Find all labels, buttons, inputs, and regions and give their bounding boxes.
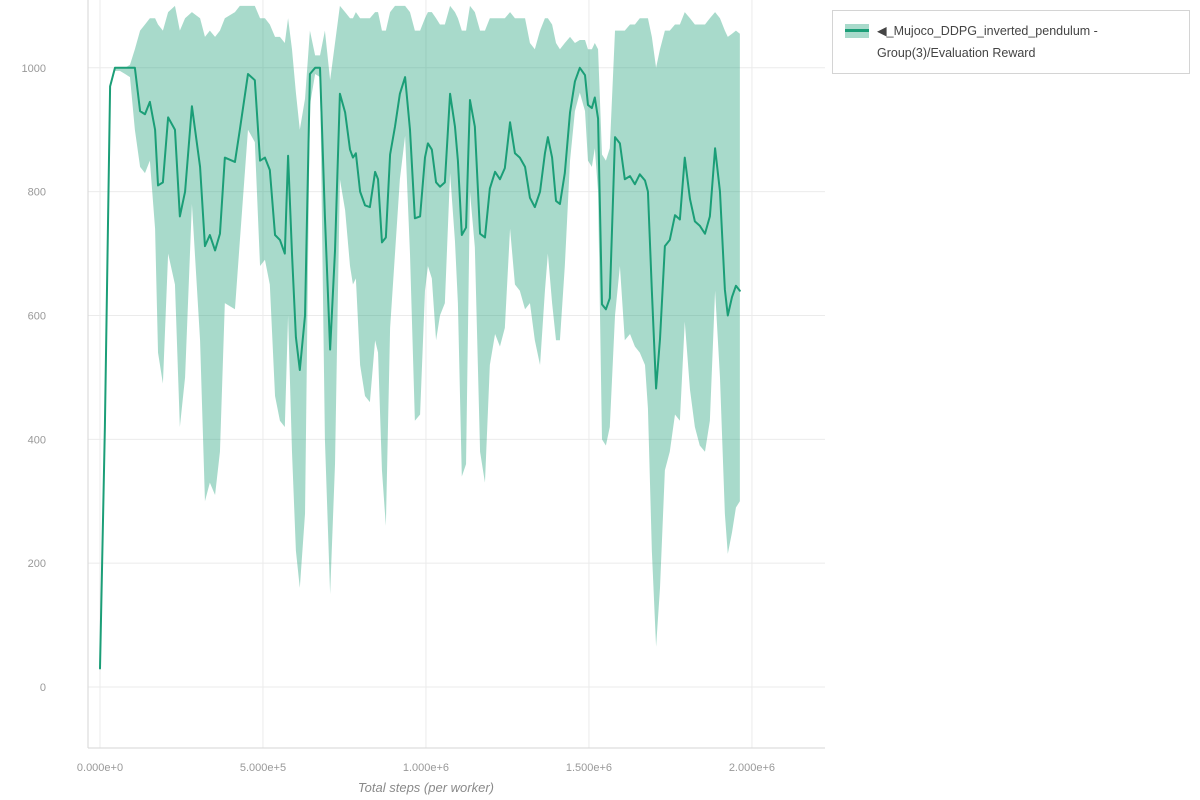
y-tick-label: 600: [28, 310, 46, 322]
x-tick-label: 5.000e+5: [240, 762, 286, 774]
y-tick-label: 0: [40, 682, 46, 694]
y-tick-label: 200: [28, 558, 46, 570]
mean-line: [98, 66, 741, 670]
x-tick-label: 2.000e+6: [729, 762, 775, 774]
y-tick-label: 400: [28, 434, 46, 446]
x-tick-label: 0.000e+0: [77, 762, 123, 774]
plot-area[interactable]: [88, 0, 825, 748]
legend: ◀_Mujoco_DDPG_inverted_pendulum - Group(…: [832, 10, 1190, 74]
x-tick-label: 1.500e+6: [566, 762, 612, 774]
legend-line-swatch: [845, 29, 869, 32]
x-axis-title: Total steps (per worker): [358, 780, 494, 795]
legend-label: ◀_Mujoco_DDPG_inverted_pendulum - Group(…: [877, 24, 1098, 60]
x-tick-label: 1.000e+6: [403, 762, 449, 774]
y-tick-label: 800: [28, 187, 46, 199]
confidence-band: [99, 5, 740, 669]
legend-item[interactable]: ◀_Mujoco_DDPG_inverted_pendulum - Group(…: [845, 20, 1177, 64]
y-tick-label: 1000: [22, 63, 46, 75]
legend-swatch-icon: [845, 24, 869, 38]
